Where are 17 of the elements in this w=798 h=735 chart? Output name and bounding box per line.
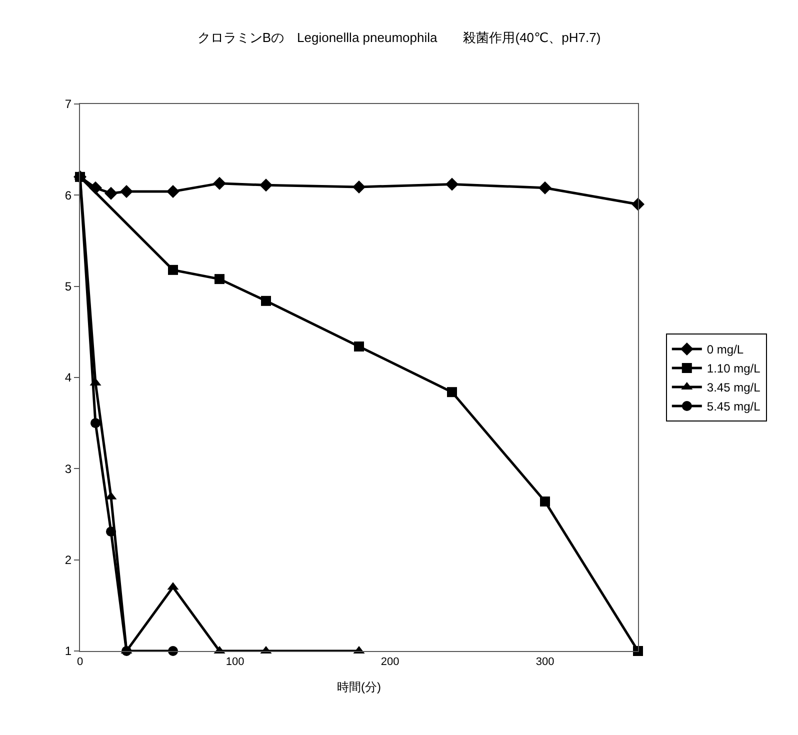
legend-label: 3.45 mg/L	[706, 380, 761, 395]
x-tick-label: 100	[226, 656, 244, 668]
x-tick-label: 200	[380, 656, 400, 668]
x-axis-title: 時間(分)	[337, 680, 381, 694]
y-tick-label: 7	[64, 97, 72, 112]
chart-title: クロラミンBの Legionellla pneumophila 殺菌作用(40℃、pH7.7)	[197, 30, 601, 46]
y-tick-label: 1	[64, 644, 72, 658]
legend-label: 0 mg/L	[706, 342, 744, 357]
legend-label: 5.45 mg/L	[706, 400, 761, 414]
y-tick-label: 5	[64, 280, 72, 294]
y-tick-label: 2	[64, 553, 72, 568]
x-tick-label: 300	[536, 656, 554, 668]
y-tick-label: 6	[64, 188, 72, 202]
y-tick-label: 4	[64, 370, 72, 385]
legend-label: 1.10 mg/L	[706, 362, 761, 376]
y-tick-label: 3	[64, 462, 72, 476]
x-tick-label: 0	[76, 656, 84, 668]
